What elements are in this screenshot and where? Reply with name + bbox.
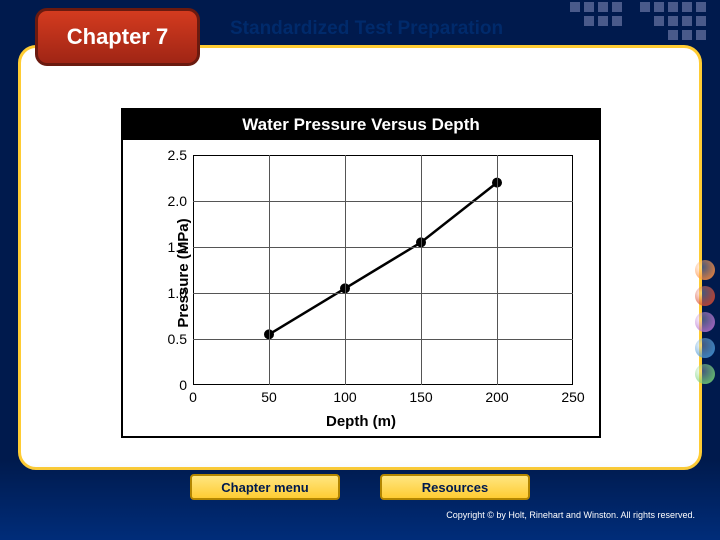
x-tick-label: 200 bbox=[485, 389, 508, 405]
decorative-squares bbox=[550, 0, 720, 55]
main-content-frame: Water Pressure Versus Depth Pressure (MP… bbox=[18, 45, 702, 470]
x-tick-label: 0 bbox=[189, 389, 197, 405]
bottom-nav: Chapter menu Resources bbox=[0, 474, 720, 500]
y-tick-label: 1.5 bbox=[168, 239, 187, 255]
copyright-text: Copyright © by Holt, Rinehart and Winsto… bbox=[446, 510, 695, 520]
chart-container: Water Pressure Versus Depth Pressure (MP… bbox=[121, 108, 601, 438]
chapter-badge: Chapter 7 bbox=[35, 8, 200, 66]
x-tick-label: 250 bbox=[561, 389, 584, 405]
x-axis-label: Depth (m) bbox=[326, 413, 396, 430]
y-tick-label: 2.5 bbox=[168, 147, 187, 163]
plot-area: 05010015020025000.51.01.52.02.5 bbox=[193, 155, 573, 385]
chart-title: Water Pressure Versus Depth bbox=[123, 110, 599, 140]
resources-button[interactable]: Resources bbox=[380, 474, 530, 500]
x-tick-label: 100 bbox=[333, 389, 356, 405]
y-tick-label: 0.5 bbox=[168, 331, 187, 347]
y-tick-label: 1.0 bbox=[168, 285, 187, 301]
page-title: Standardized Test Preparation bbox=[230, 18, 503, 40]
y-axis-label: Pressure (MPa) bbox=[175, 218, 192, 327]
y-tick-label: 0 bbox=[179, 377, 187, 393]
x-tick-label: 150 bbox=[409, 389, 432, 405]
decorative-circles bbox=[695, 260, 717, 390]
x-tick-label: 50 bbox=[261, 389, 277, 405]
chapter-menu-button[interactable]: Chapter menu bbox=[190, 474, 340, 500]
decorative-gradient bbox=[0, 460, 720, 540]
data-line-svg bbox=[193, 155, 573, 385]
y-tick-label: 2.0 bbox=[168, 193, 187, 209]
